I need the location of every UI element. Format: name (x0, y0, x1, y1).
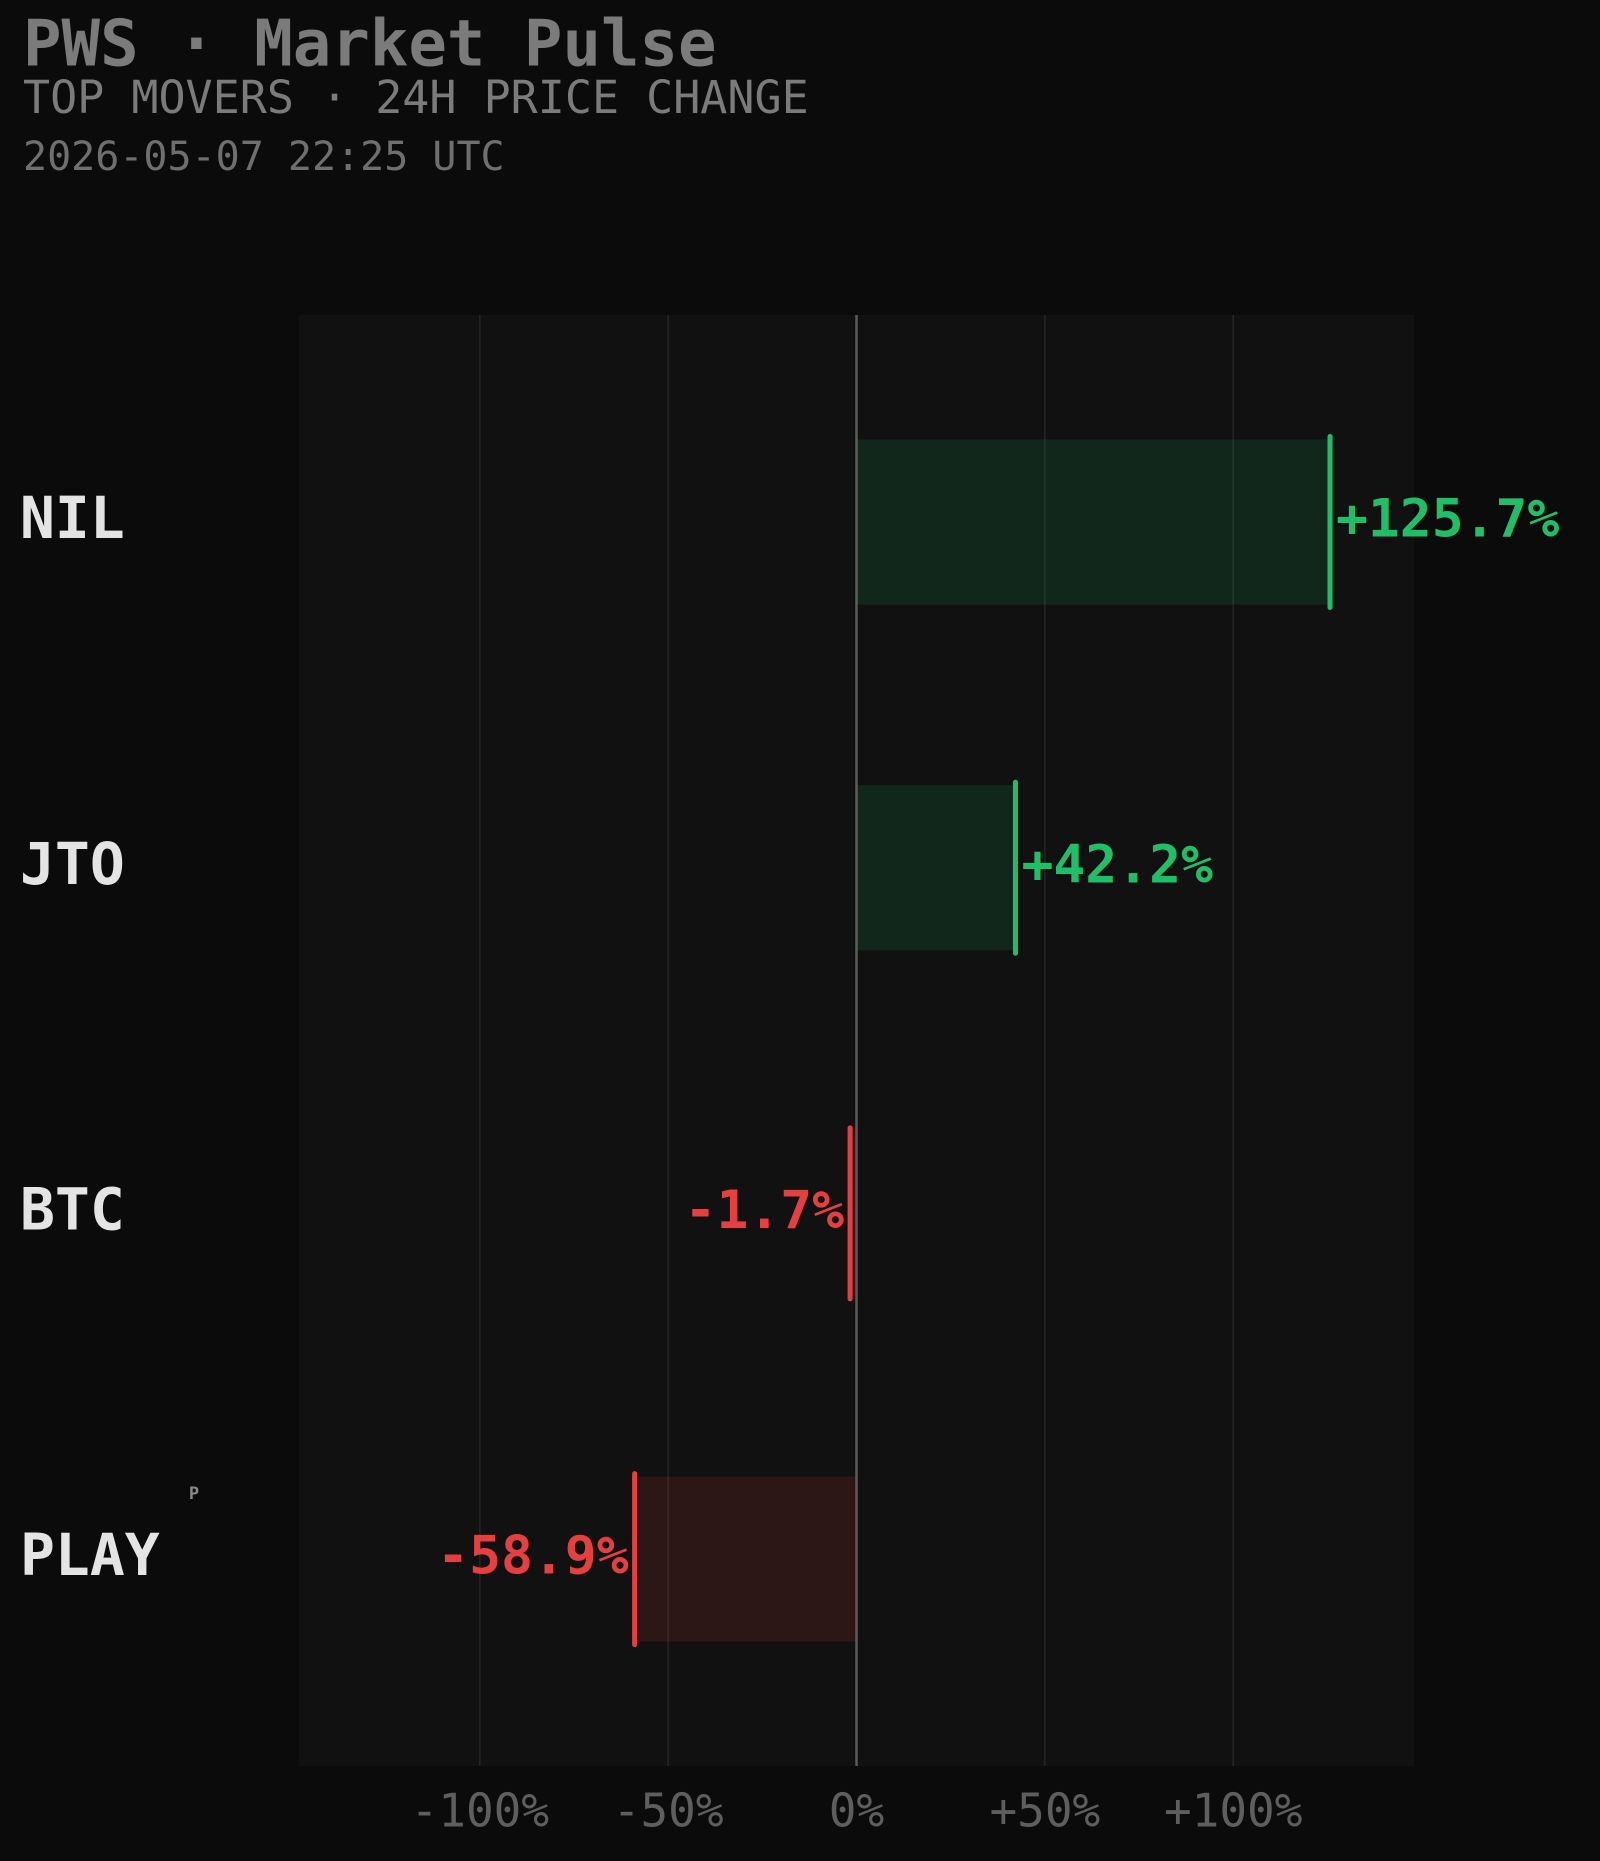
marks (632, 434, 1333, 1648)
category-label: BTC (20, 1176, 125, 1244)
x-tick-label: -50% (613, 1784, 724, 1838)
subtitle: TOP MOVERS · 24H PRICE CHANGE (23, 71, 809, 124)
category-badge: P (189, 1484, 199, 1504)
category-label: NIL (20, 484, 125, 552)
value-label: +42.2% (1021, 834, 1213, 895)
x-tick-label: 0% (829, 1784, 884, 1838)
bar (856, 439, 1330, 605)
bar (856, 785, 1016, 951)
timestamp: 2026-05-07 22:25 UTC (23, 134, 505, 180)
value-label: -58.9% (437, 1526, 629, 1587)
value-label: +125.7% (1336, 489, 1559, 550)
bar (850, 1130, 857, 1296)
x-tick-label: +50% (989, 1784, 1100, 1838)
title: PWS · Market Pulse (23, 8, 717, 82)
grid (479, 315, 1234, 1766)
x-tick-label: +100% (1164, 1784, 1302, 1838)
bar (634, 1476, 857, 1642)
x-tick-label: -100% (411, 1784, 549, 1838)
category-label: JTO (20, 830, 125, 898)
category-label: PLAY (20, 1521, 160, 1589)
value-label: -1.7% (685, 1180, 845, 1241)
